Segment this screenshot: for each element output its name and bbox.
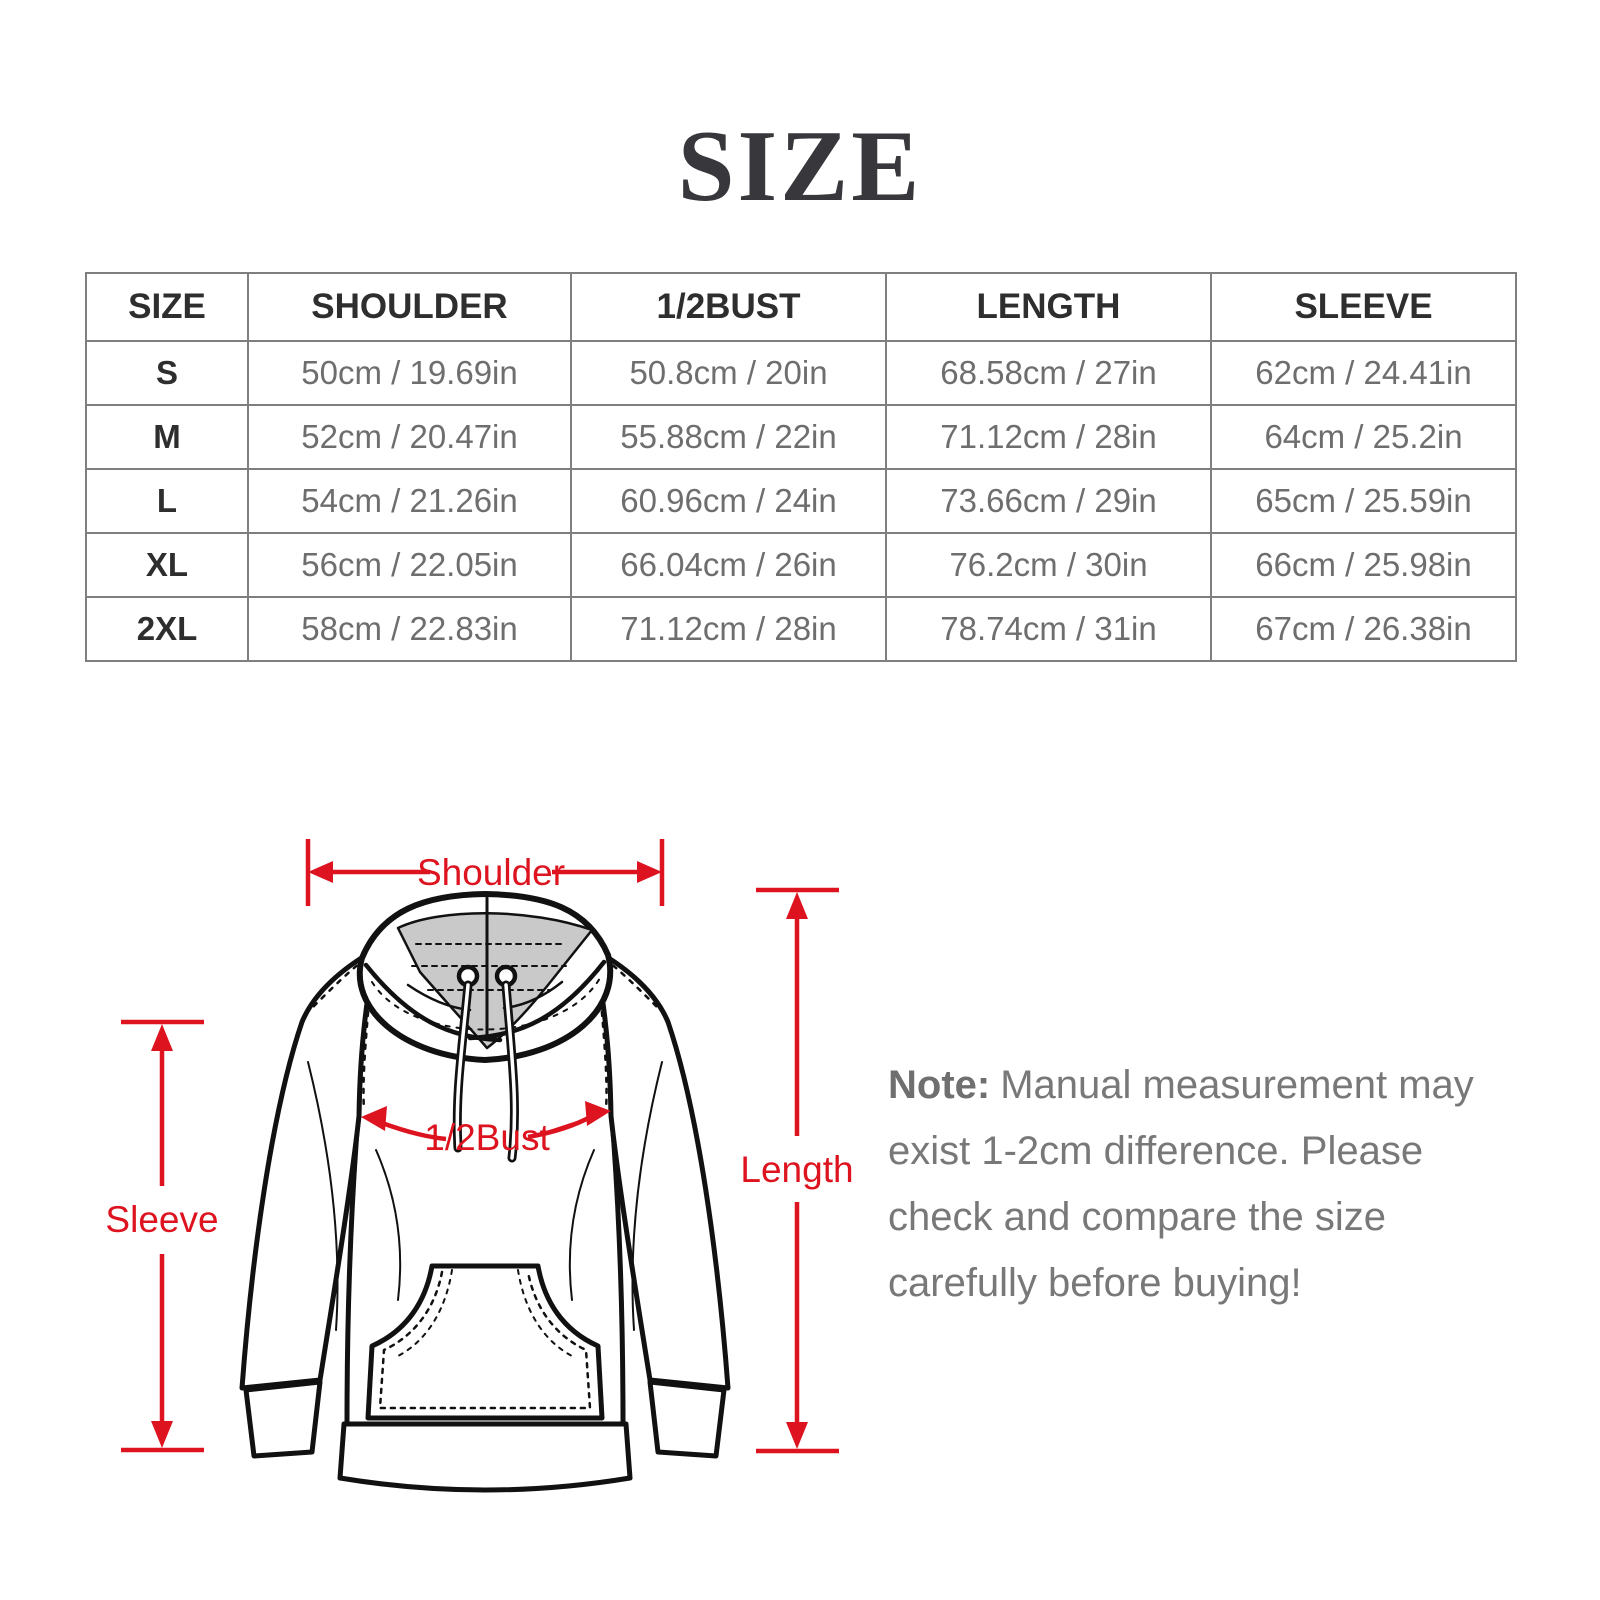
cell-bust: 55.88cm / 22in xyxy=(570,404,887,470)
sleeve-arrow xyxy=(121,1019,204,1453)
cell-length: 73.66cm / 29in xyxy=(885,468,1212,534)
header-sleeve: SLEEVE xyxy=(1210,272,1517,342)
table-row: 2XL 58cm / 22.83in 71.12cm / 28in 78.74c… xyxy=(85,596,1517,662)
header-length: LENGTH xyxy=(885,272,1212,342)
cell-length: 76.2cm / 30in xyxy=(885,532,1212,598)
cell-shoulder: 54cm / 21.26in xyxy=(247,468,572,534)
cell-sleeve: 65cm / 25.59in xyxy=(1210,468,1517,534)
cell-shoulder: 58cm / 22.83in xyxy=(247,596,572,662)
header-bust: 1/2BUST xyxy=(570,272,887,342)
bust-arrow xyxy=(361,1101,611,1142)
measurement-arrows: Shoulder Sleeve 1/2Bust Length xyxy=(105,839,854,1454)
length-label: Length xyxy=(740,1149,853,1190)
table-row: M 52cm / 20.47in 55.88cm / 22in 71.12cm … xyxy=(85,404,1517,470)
cell-bust: 60.96cm / 24in xyxy=(570,468,887,534)
cell-length: 68.58cm / 27in xyxy=(885,340,1212,406)
table-row: XL 56cm / 22.05in 66.04cm / 26in 76.2cm … xyxy=(85,532,1517,598)
table-row: S 50cm / 19.69in 50.8cm / 20in 68.58cm /… xyxy=(85,340,1517,406)
note-text: Manual measurement may exist 1-2cm diffe… xyxy=(888,1063,1474,1305)
row-size-label: M xyxy=(85,404,249,470)
note-label: Note: xyxy=(888,1063,991,1107)
cell-sleeve: 62cm / 24.41in xyxy=(1210,340,1517,406)
cell-length: 71.12cm / 28in xyxy=(885,404,1212,470)
hoodie-illustration xyxy=(239,891,731,1493)
cell-bust: 66.04cm / 26in xyxy=(570,532,887,598)
length-arrow xyxy=(756,887,839,1454)
page-title: SIZE xyxy=(677,110,923,223)
sleeve-label: Sleeve xyxy=(105,1199,218,1240)
header-size: SIZE xyxy=(85,272,249,342)
row-size-label: L xyxy=(85,468,249,534)
cell-sleeve: 67cm / 26.38in xyxy=(1210,596,1517,662)
table-row: L 54cm / 21.26in 60.96cm / 24in 73.66cm … xyxy=(85,468,1517,534)
cell-shoulder: 56cm / 22.05in xyxy=(247,532,572,598)
cell-shoulder: 52cm / 20.47in xyxy=(247,404,572,470)
bust-label: 1/2Bust xyxy=(424,1117,550,1158)
cell-shoulder: 50cm / 19.69in xyxy=(247,340,572,406)
cell-bust: 50.8cm / 20in xyxy=(570,340,887,406)
row-size-label: XL xyxy=(85,532,249,598)
cell-bust: 71.12cm / 28in xyxy=(570,596,887,662)
shoulder-arrow xyxy=(305,839,665,906)
hoodie-measurement-diagram: Shoulder Sleeve 1/2Bust Length xyxy=(105,839,854,1493)
header-shoulder: SHOULDER xyxy=(247,272,572,342)
shoulder-label: Shoulder xyxy=(417,852,565,893)
size-table-header-row: SIZE SHOULDER 1/2BUST LENGTH SLEEVE xyxy=(85,272,1517,342)
row-size-label: S xyxy=(85,340,249,406)
measurement-note: Note: Manual measurement may exist 1-2cm … xyxy=(888,1052,1496,1316)
row-size-label: 2XL xyxy=(85,596,249,662)
cell-sleeve: 64cm / 25.2in xyxy=(1210,404,1517,470)
size-table: SIZE SHOULDER 1/2BUST LENGTH SLEEVE S 50… xyxy=(85,272,1517,662)
cell-length: 78.74cm / 31in xyxy=(885,596,1212,662)
cell-sleeve: 66cm / 25.98in xyxy=(1210,532,1517,598)
